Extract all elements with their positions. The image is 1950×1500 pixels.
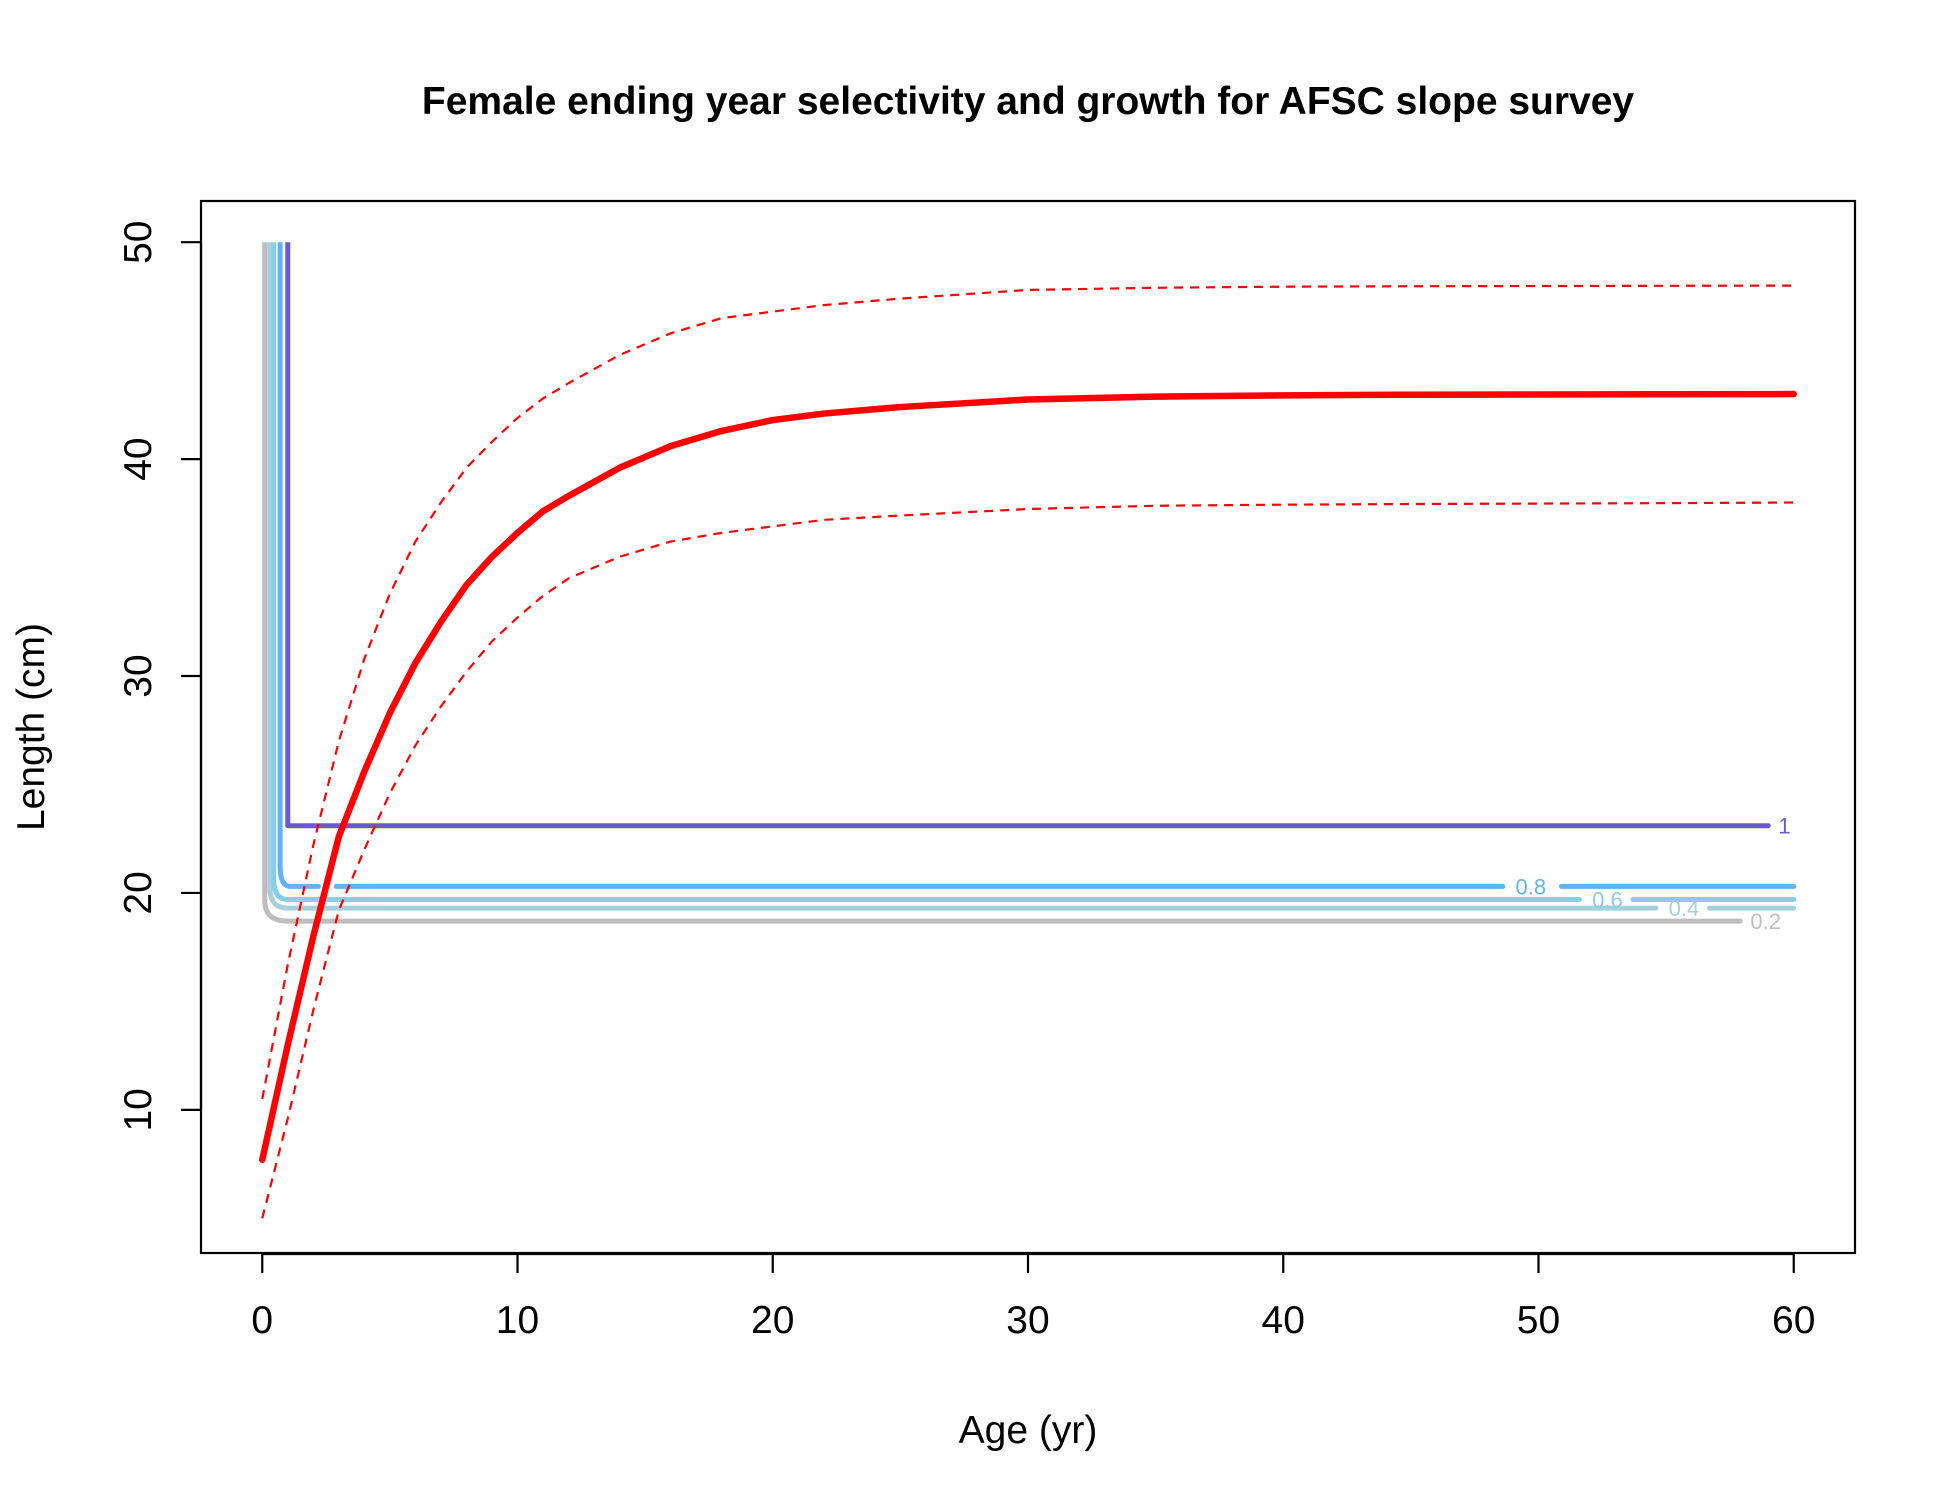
x-axis: 0 10 20 30 40 50 60	[251, 1252, 1815, 1342]
y-tick-label: 50	[117, 221, 160, 264]
x-tick-label: 0	[251, 1299, 273, 1342]
y-axis-label: Length (cm)	[10, 623, 53, 831]
x-tick-label: 20	[751, 1299, 794, 1342]
contour-label: 0.6	[1592, 887, 1623, 912]
x-tick-label: 60	[1772, 1299, 1815, 1342]
growth-lower-interval	[261, 501, 1794, 1219]
y-tick-label: 30	[117, 654, 160, 697]
x-tick-label: 40	[1262, 1299, 1305, 1342]
x-tick-label: 10	[496, 1299, 539, 1342]
contour-label: 1	[1778, 814, 1790, 839]
plot-area: 0.20.40.6 0.8 1	[259, 242, 1797, 1219]
selectivity-contour-0.4: 0.4	[267, 242, 1797, 921]
selectivity-contour-0.2: 0.2	[262, 242, 1781, 934]
contour-label: 0.8	[1516, 874, 1547, 899]
x-tick-label: 30	[1006, 1299, 1049, 1342]
plot-frame	[199, 199, 1857, 1255]
x-axis-label: Age (yr)	[959, 1409, 1098, 1452]
selectivity-contour-0.6: 0.6	[271, 242, 1797, 912]
chart-title: Female ending year selectivity and growt…	[422, 80, 1635, 123]
y-tick-label: 20	[117, 871, 160, 914]
selectivity-contour-1: 1	[285, 242, 1791, 839]
x-tick-label: 50	[1517, 1299, 1560, 1342]
y-tick-label: 10	[117, 1088, 160, 1131]
growth-mean-curve	[259, 390, 1797, 1163]
y-axis: 10 20 30 40 50	[117, 221, 203, 1132]
contour-vertical	[262, 242, 288, 924]
contour-label: 0.2	[1750, 909, 1781, 934]
y-tick-label: 40	[117, 437, 160, 480]
contour-vertical	[271, 242, 288, 902]
selectivity-contour-0.8: 0.8	[277, 242, 1797, 899]
growth-upper-interval	[261, 284, 1794, 1100]
contour-vertical	[267, 242, 288, 911]
